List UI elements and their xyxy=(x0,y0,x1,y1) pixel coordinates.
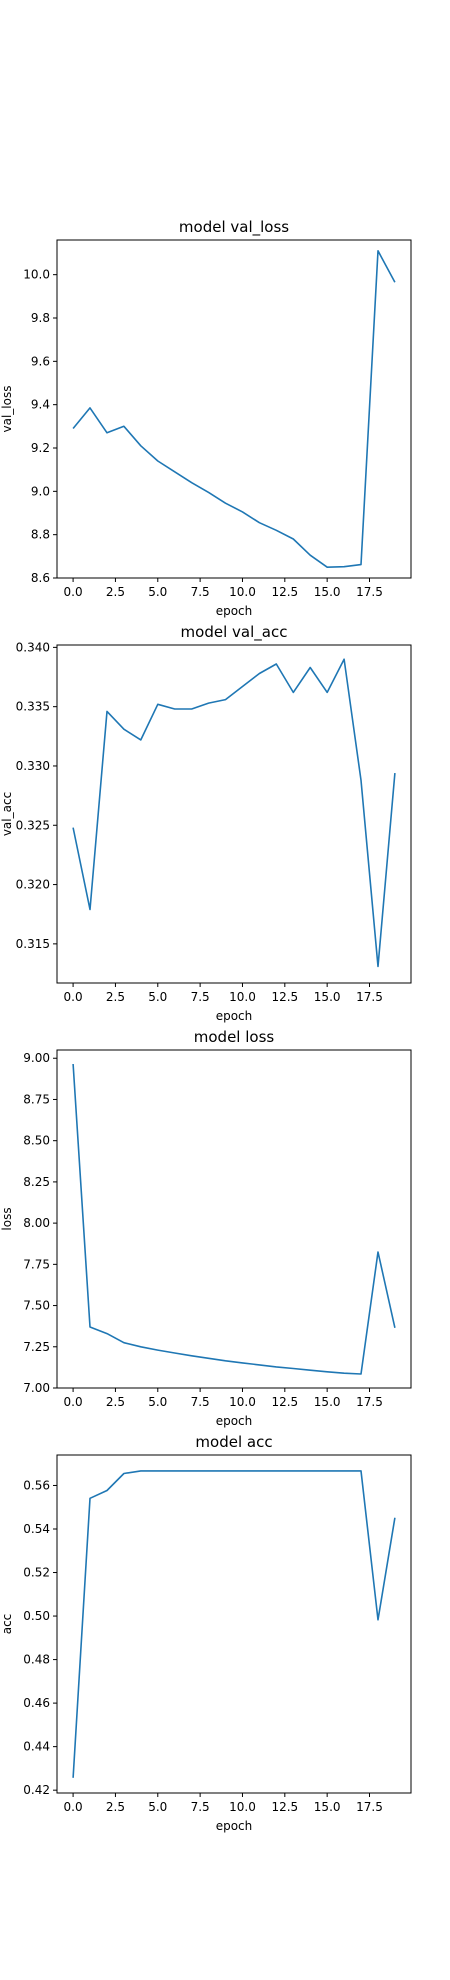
y-tick-label: 0.315 xyxy=(16,937,50,951)
x-tick-label: 7.5 xyxy=(191,1800,210,1814)
y-axis-label: loss xyxy=(0,1207,14,1230)
chart-acc: model acc epoch acc 0.0 2.5 5.0 7.5 10.0 12.5… xyxy=(0,1433,412,1833)
x-tick-label: 10.0 xyxy=(229,990,256,1004)
x-tick-label: 12.5 xyxy=(271,990,298,1004)
y-tick-label: 9.0 xyxy=(31,484,50,498)
y-tick-label: 0.56 xyxy=(23,1478,50,1492)
x-tick-label: 12.5 xyxy=(271,1800,298,1814)
x-tick-label: 17.5 xyxy=(356,1395,383,1409)
x-tick-label: 5.0 xyxy=(148,990,167,1004)
y-tick-label: 0.330 xyxy=(16,759,50,773)
x-tick-label: 7.5 xyxy=(191,585,210,599)
y-tick-label: 9.2 xyxy=(31,441,50,455)
y-tick-label: 9.00 xyxy=(23,1051,50,1065)
x-tick-label: 7.5 xyxy=(191,1395,210,1409)
series-line-val-acc xyxy=(72,658,396,968)
y-axis-label: val_acc xyxy=(0,792,14,836)
y-tick-label: 0.335 xyxy=(16,700,50,714)
y-tick-label: 0.50 xyxy=(23,1609,50,1623)
y-tick-label: 8.8 xyxy=(31,528,50,542)
plot-frame xyxy=(56,644,412,984)
x-tick-label: 10.0 xyxy=(229,585,256,599)
y-tick-label: 0.44 xyxy=(23,1740,50,1754)
series-line-acc xyxy=(72,1470,396,1778)
x-tick-label: 5.0 xyxy=(148,1395,167,1409)
plot-frame xyxy=(56,1049,412,1389)
chart-title: model val_loss xyxy=(179,218,289,237)
x-axis-label: epoch xyxy=(216,1819,253,1833)
y-tick-label: 8.75 xyxy=(23,1092,50,1106)
x-tick-label: 15.0 xyxy=(314,1395,341,1409)
x-tick-label: 5.0 xyxy=(148,1800,167,1814)
y-tick-label: 0.325 xyxy=(16,818,50,832)
y-tick-label: 8.6 xyxy=(31,571,50,585)
axis-ticks: 0.0 2.5 5.0 7.5 10.0 12.5 15.0 17.5 7.00 7.25 7.50… xyxy=(23,1051,383,1409)
y-tick-label: 0.52 xyxy=(23,1566,50,1580)
x-tick-label: 0.0 xyxy=(64,585,83,599)
x-tick-label: 10.0 xyxy=(229,1395,256,1409)
y-tick-label: 9.6 xyxy=(31,354,50,368)
x-tick-label: 0.0 xyxy=(64,990,83,1004)
y-tick-label: 7.00 xyxy=(23,1381,50,1395)
chart-title: model val_acc xyxy=(181,623,288,642)
x-tick-label: 2.5 xyxy=(106,990,125,1004)
x-tick-label: 5.0 xyxy=(148,585,167,599)
y-tick-label: 9.8 xyxy=(31,311,50,325)
y-tick-label: 0.48 xyxy=(23,1653,50,1667)
y-tick-label: 8.00 xyxy=(23,1216,50,1230)
x-tick-label: 2.5 xyxy=(106,1800,125,1814)
y-tick-label: 8.25 xyxy=(23,1175,50,1189)
x-axis-label: epoch xyxy=(216,604,253,618)
y-tick-label: 7.25 xyxy=(23,1340,50,1354)
x-tick-label: 0.0 xyxy=(64,1800,83,1814)
y-tick-label: 7.75 xyxy=(23,1257,50,1271)
y-tick-label: 0.46 xyxy=(23,1696,50,1710)
y-axis-label: val_loss xyxy=(0,386,14,433)
axis-ticks: 0.0 2.5 5.0 7.5 10.0 12.5 15.0 17.5 0.315 0.320 0.… xyxy=(16,640,383,1004)
x-tick-label: 17.5 xyxy=(356,1800,383,1814)
chart-title: model acc xyxy=(195,1433,272,1451)
y-tick-label: 0.42 xyxy=(23,1783,50,1797)
x-tick-label: 17.5 xyxy=(356,585,383,599)
x-tick-label: 2.5 xyxy=(106,1395,125,1409)
chart-title: model loss xyxy=(194,1028,275,1046)
y-tick-label: 0.320 xyxy=(16,878,50,892)
x-tick-label: 7.5 xyxy=(191,990,210,1004)
x-tick-label: 15.0 xyxy=(314,1800,341,1814)
x-tick-label: 12.5 xyxy=(271,1395,298,1409)
y-tick-label: 0.54 xyxy=(23,1522,50,1536)
chart-val-loss: model val_loss epoch val_loss 0.0 2.5 5.0 7… xyxy=(0,218,412,618)
y-tick-label: 10.0 xyxy=(23,268,50,282)
chart-val-acc: model val_acc epoch val_acc 0.0 2.5 5.0 7.5… xyxy=(0,623,412,1023)
series-line-val-loss xyxy=(72,250,396,569)
plot-frame xyxy=(56,1454,412,1794)
axis-ticks: 0.0 2.5 5.0 7.5 10.0 12.5 15.0 17.5 8.6 8.8 9.0 9.2… xyxy=(23,268,383,599)
y-tick-label: 8.50 xyxy=(23,1134,50,1148)
x-tick-label: 0.0 xyxy=(64,1395,83,1409)
x-tick-label: 2.5 xyxy=(106,585,125,599)
x-tick-label: 17.5 xyxy=(356,990,383,1004)
x-tick-label: 12.5 xyxy=(271,585,298,599)
axis-ticks: 0.0 2.5 5.0 7.5 10.0 12.5 15.0 17.5 0.42 0.44 0.46… xyxy=(23,1478,383,1814)
plot-frame xyxy=(56,239,412,579)
y-tick-label: 7.50 xyxy=(23,1299,50,1313)
y-tick-label: 9.4 xyxy=(31,398,50,412)
x-tick-label: 10.0 xyxy=(229,1800,256,1814)
y-tick-label: 0.340 xyxy=(16,640,50,654)
x-axis-label: epoch xyxy=(216,1414,253,1428)
series-line-loss xyxy=(72,1063,396,1375)
x-tick-label: 15.0 xyxy=(314,585,341,599)
y-axis-label: acc xyxy=(0,1614,14,1635)
x-tick-label: 15.0 xyxy=(314,990,341,1004)
x-axis-label: epoch xyxy=(216,1009,253,1023)
chart-loss: model loss epoch loss 0.0 2.5 5.0 7.5 10.0 12… xyxy=(0,1028,412,1428)
